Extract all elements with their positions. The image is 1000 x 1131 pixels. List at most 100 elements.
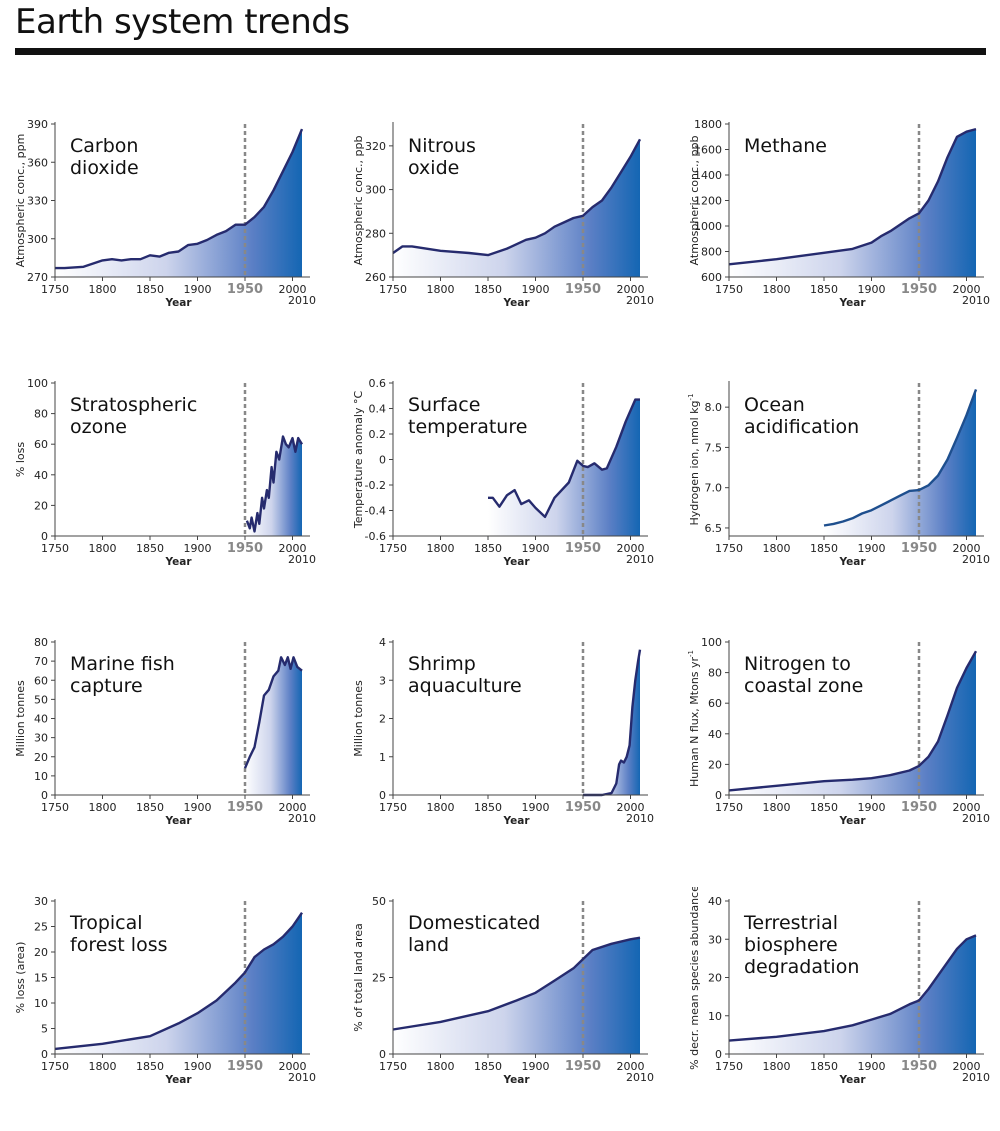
x-end-label: 2010 (962, 294, 990, 307)
x-tick-label: 1800 (89, 801, 117, 814)
x-axis-label: Year (502, 1074, 530, 1086)
chart-title-line: Nitrogen to (744, 653, 851, 675)
y-tick-label: 0 (379, 789, 386, 802)
x-end-label: 2010 (962, 1071, 990, 1084)
y-axis-label: % of total land area (352, 923, 365, 1031)
y-tick-label: 80 (34, 636, 48, 649)
x-tick-label: 1750 (41, 801, 69, 814)
chart-title-line: degradation (744, 956, 859, 978)
y-tick-label: 0 (715, 1048, 722, 1061)
area-fill (729, 129, 976, 277)
x-tick-label: 1750 (715, 1060, 743, 1073)
chart-svg: 0 10 20 30 40 50 60 70 80 1750 1800 1850 1900 1950 200… (14, 636, 316, 827)
x-tick-label-highlight: 1950 (901, 1059, 937, 1074)
series-line (392, 138, 642, 257)
x-tick-label: 2000 (279, 283, 307, 296)
x-tick-label: 1800 (763, 801, 791, 814)
x-tick-label: 1750 (379, 801, 407, 814)
y-tick-label: 0.4 (369, 403, 387, 416)
chart-title-line: biosphere (744, 934, 838, 956)
y-axis-label: Human N flux, Mtons yr-1 (687, 650, 701, 787)
y-tick-label: 3 (379, 674, 386, 687)
x-tick-label: 1900 (522, 1060, 550, 1073)
x-tick-label: 1750 (715, 283, 743, 296)
y-axis-label: % loss (area) (14, 942, 27, 1014)
x-end-label: 2010 (626, 553, 654, 566)
y-tick-label: 40 (34, 713, 48, 726)
x-tick-label: 1750 (715, 801, 743, 814)
y-tick-label: 4 (379, 636, 386, 649)
x-tick-label: 2000 (953, 1060, 981, 1073)
x-end-label: 2010 (626, 294, 654, 307)
x-tick-label: 1800 (427, 283, 455, 296)
x-axis-label: Year (502, 815, 530, 827)
x-axis-label: Year (838, 815, 866, 827)
chart-title-line: Tropical (69, 912, 143, 934)
x-axis-label: Year (502, 297, 530, 309)
series-line (245, 435, 304, 533)
chart-title-line: capture (70, 675, 143, 697)
chart-title-line: Domesticated (408, 912, 540, 934)
y-tick-label: 15 (34, 972, 48, 985)
x-tick-label: 2000 (617, 801, 645, 814)
x-tick-label: 1900 (522, 801, 550, 814)
x-tick-label: 1850 (136, 801, 164, 814)
x-end-label: 2010 (288, 553, 316, 566)
x-tick-label: 1900 (858, 542, 886, 555)
y-tick-label: 0 (379, 454, 386, 467)
x-tick-label: 1800 (763, 283, 791, 296)
chart-panel: 6.5 7.0 7.5 8.0 1750 1800 1850 1900 1950 2000 2010… (674, 369, 1000, 609)
x-tick-label: 1900 (184, 1060, 212, 1073)
y-tick-label: 260 (365, 271, 386, 284)
y-axis-label: Hydrogen ion, nmol kg-1 (687, 393, 701, 525)
chart-panel: -0.6 -0.4 -0.2 0 0.2 0.4 0.6 1750 1800 1850 1900 19… (338, 369, 668, 609)
y-tick-label: 300 (365, 184, 386, 197)
y-axis-label: Atmospheric conc., ppm (14, 134, 27, 268)
y-tick-label: 80 (34, 408, 48, 421)
x-tick-label: 2000 (279, 801, 307, 814)
y-tick-label: 100 (701, 636, 722, 649)
x-end-label: 2010 (288, 1071, 316, 1084)
x-tick-label-highlight: 1950 (565, 800, 601, 815)
chart-panel: 270 300 330 360 390 1750 1800 1850 1900 1950 2000 2… (0, 110, 330, 350)
y-tick-label: 0 (715, 789, 722, 802)
x-end-label: 2010 (626, 1071, 654, 1084)
series-line (243, 656, 303, 769)
y-tick-label: 1400 (694, 169, 722, 182)
chart-title-line: land (408, 934, 449, 956)
x-tick-label: 2000 (279, 542, 307, 555)
x-tick-label: 1850 (474, 542, 502, 555)
chart-panel: 0 25 50 1750 1800 1850 1900 1950 2000 2010 Year % o… (338, 887, 668, 1127)
x-tick-label: 1850 (474, 1060, 502, 1073)
x-axis-label: Year (838, 1074, 866, 1086)
x-tick-label: 2000 (617, 1060, 645, 1073)
chart-title-line: Methane (744, 135, 827, 157)
chart-title-line: temperature (408, 416, 527, 438)
x-tick-label-highlight: 1950 (227, 800, 263, 815)
chart-svg: 600 800 1000 1200 1400 1600 1800 1750 1800 1850 19… (688, 118, 990, 309)
chart-title-line: Surface (408, 394, 480, 416)
chart-svg: 270 300 330 360 390 1750 1800 1850 1900 1950 20002… (14, 118, 316, 309)
y-tick-label: 60 (34, 438, 48, 451)
y-tick-label: 0.6 (369, 377, 387, 390)
x-tick-label: 2000 (279, 1060, 307, 1073)
y-tick-label: 360 (27, 156, 48, 169)
series-line (488, 398, 640, 519)
title-rule (15, 48, 986, 55)
x-tick-label-highlight: 1950 (565, 1059, 601, 1074)
y-tick-label: 1200 (694, 195, 722, 208)
y-tick-label: 40 (34, 469, 48, 482)
y-tick-label: -0.6 (365, 530, 386, 543)
y-tick-label: 100 (27, 377, 48, 390)
x-tick-label: 1800 (89, 283, 117, 296)
chart-svg: -0.6 -0.4 -0.2 0 0.2 0.4 0.6 1750 1800 1850 1900 19… (352, 377, 654, 568)
chart-svg: 0 5 10 15 20 25 30 1750 1800 1850 1900 1950 20002010… (14, 895, 316, 1086)
x-tick-label: 1750 (379, 283, 407, 296)
y-tick-label: 25 (372, 972, 386, 985)
x-tick-label: 1800 (763, 1060, 791, 1073)
chart-svg: 6.5 7.0 7.5 8.0 1750 1800 1850 1900 1950 20002010… (687, 381, 990, 568)
x-tick-label: 1850 (474, 283, 502, 296)
x-tick-label: 1900 (858, 801, 886, 814)
x-tick-label: 2000 (617, 542, 645, 555)
